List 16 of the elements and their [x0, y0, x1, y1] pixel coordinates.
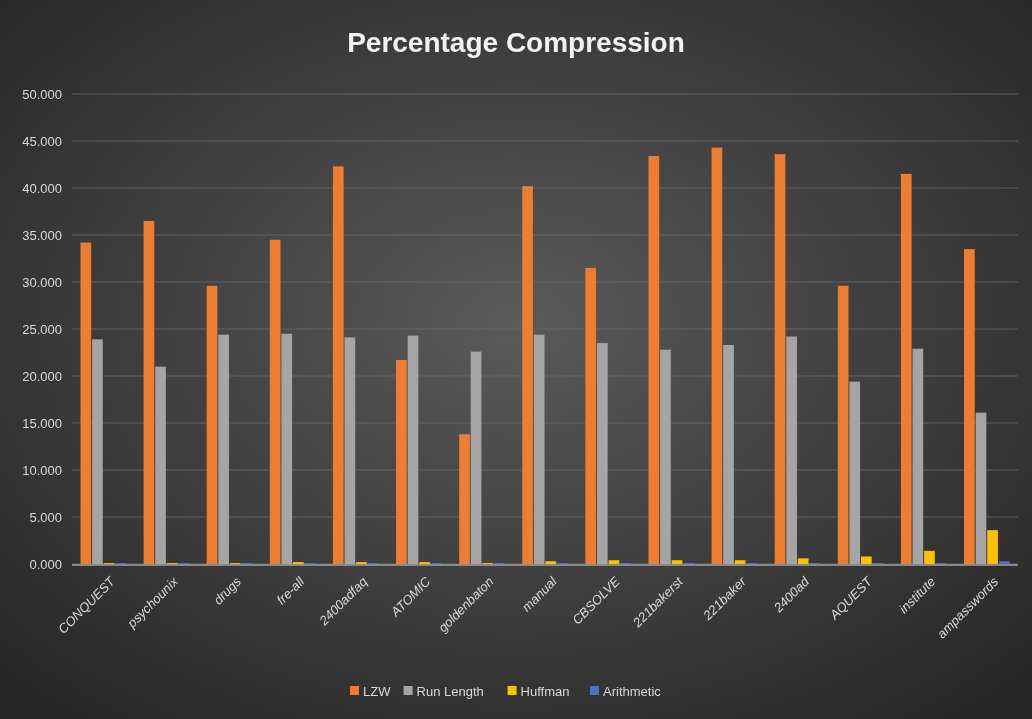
y-tick-label: 0.000: [29, 556, 62, 572]
legend-label: LZW: [363, 683, 392, 699]
y-tick-label: 20.000: [22, 368, 62, 384]
chart-title: Percentage Compression: [347, 27, 685, 58]
y-tick-label: 45.000: [22, 133, 62, 149]
y-tick-label: 35.000: [22, 227, 62, 243]
legend-label: Arithmetic: [603, 683, 662, 699]
legend-label: Run Length: [416, 683, 484, 699]
y-tick-label: 5.000: [29, 509, 62, 525]
legend-label: Huffman: [520, 683, 570, 699]
y-tick-label: 10.000: [22, 462, 62, 478]
y-tick-label: 15.000: [22, 415, 62, 431]
y-tick-label: 50.000: [22, 86, 62, 102]
y-tick-label: 25.000: [22, 321, 62, 337]
y-tick-label: 40.000: [22, 180, 62, 196]
y-tick-label: 30.000: [22, 274, 62, 290]
